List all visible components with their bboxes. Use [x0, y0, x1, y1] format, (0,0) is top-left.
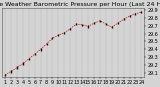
Title: Milwaukee Weather Barometric Pressure per Hour (Last 24 Hours): Milwaukee Weather Barometric Pressure pe…: [0, 2, 160, 7]
